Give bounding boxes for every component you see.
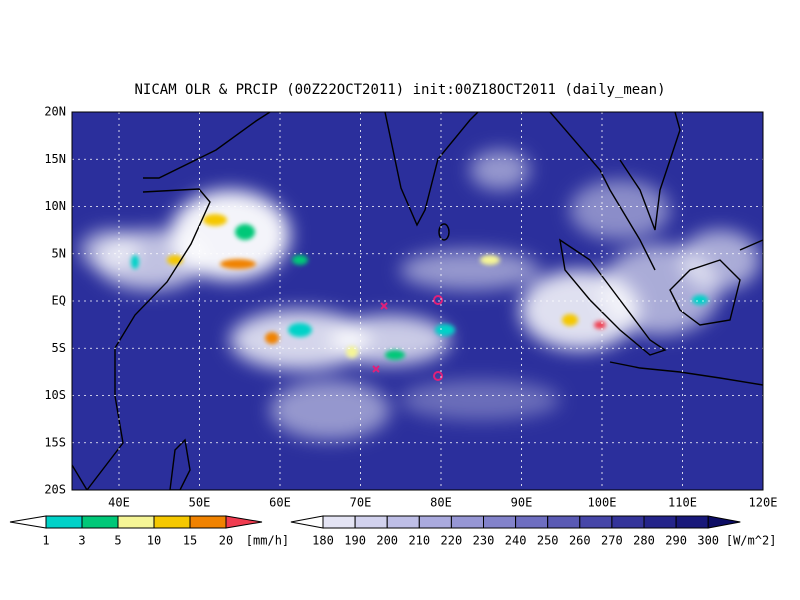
colorbar-left-arrow bbox=[290, 515, 324, 529]
colorbar-box bbox=[81, 515, 119, 529]
lat-label: EQ bbox=[52, 294, 66, 308]
lon-label: 90E bbox=[511, 496, 533, 510]
colorbar-label: 240 bbox=[505, 534, 527, 548]
cloud-field bbox=[80, 150, 760, 440]
colorbar-left-arrow bbox=[9, 515, 47, 529]
colorbar-right-arrow bbox=[225, 515, 263, 529]
colorbar-unit: [mm/h] bbox=[246, 534, 289, 548]
colorbar-label: 250 bbox=[537, 534, 559, 548]
colorbar-label: 230 bbox=[473, 534, 495, 548]
colorbar-label: 190 bbox=[344, 534, 366, 548]
colorbar-label: 1 bbox=[42, 534, 49, 548]
coastlines bbox=[72, 112, 763, 490]
map-title: NICAM OLR & PRCIP (00Z22OCT2011) init:00… bbox=[134, 82, 665, 98]
colorbar-unit: [W/m^2] bbox=[726, 534, 777, 548]
lon-label: 40E bbox=[108, 496, 130, 510]
colorbar-box bbox=[515, 515, 549, 529]
colorbar-box bbox=[322, 515, 356, 529]
lat-label: 20S bbox=[44, 483, 66, 497]
map-frame bbox=[71, 111, 764, 491]
precip-colorbar: 1 3 5 10 15 20 [mm/h] bbox=[9, 515, 289, 548]
colorbar-label: 270 bbox=[601, 534, 623, 548]
colorbar-label: 220 bbox=[441, 534, 463, 548]
colorbar-label: 290 bbox=[665, 534, 687, 548]
map-area bbox=[72, 112, 763, 490]
colorbar-box bbox=[153, 515, 191, 529]
colorbar-box bbox=[483, 515, 517, 529]
lat-label: 5S bbox=[52, 341, 66, 355]
colorbar-box bbox=[675, 515, 709, 529]
axis-labels: 20N 15N 10N 5N EQ 5S 10S 15S 20S 40E 50E 60E 70E 80E 9… bbox=[44, 105, 777, 510]
lon-label: 60E bbox=[269, 496, 291, 510]
colorbar-box bbox=[354, 515, 388, 529]
colorbar-box bbox=[547, 515, 581, 529]
colorbar-label: 200 bbox=[376, 534, 398, 548]
lon-label: 110E bbox=[668, 496, 697, 510]
lat-label: 20N bbox=[44, 105, 66, 119]
precip-cells bbox=[131, 214, 708, 360]
lat-label: 15S bbox=[44, 435, 66, 449]
colorbar-box bbox=[386, 515, 420, 529]
storm-markers bbox=[372, 295, 443, 381]
colorbar-label: 210 bbox=[408, 534, 430, 548]
colorbar-label: 20 bbox=[219, 534, 233, 548]
lon-label: 120E bbox=[749, 496, 778, 510]
lat-label: 10S bbox=[44, 388, 66, 402]
colorbar-right-arrow bbox=[707, 515, 741, 529]
lat-label: 5N bbox=[52, 246, 66, 260]
olr-colorbar: 180 190 200 210 220 230 240 250 260 270 280 290 300 [… bbox=[290, 515, 777, 548]
lon-label: 80E bbox=[430, 496, 452, 510]
lon-label: 50E bbox=[189, 496, 211, 510]
colorbar-box bbox=[450, 515, 484, 529]
colorbar-label: 10 bbox=[147, 534, 161, 548]
colorbars: 1 3 5 10 15 20 [mm/h] 180 190 200 210 220 230 240 250 2… bbox=[9, 515, 777, 548]
colorbar-label: 260 bbox=[569, 534, 591, 548]
colorbar-label: 3 bbox=[78, 534, 85, 548]
colorbar-label: 180 bbox=[312, 534, 334, 548]
colorbar-box bbox=[189, 515, 227, 529]
lon-label: 70E bbox=[350, 496, 372, 510]
lat-label: 10N bbox=[44, 199, 66, 213]
lat-label: 15N bbox=[44, 152, 66, 166]
colorbar-box bbox=[611, 515, 645, 529]
grid bbox=[72, 112, 763, 490]
colorbar-box bbox=[45, 515, 83, 529]
colorbar-label: 5 bbox=[114, 534, 121, 548]
colorbar-box bbox=[643, 515, 677, 529]
lon-label: 100E bbox=[588, 496, 617, 510]
colorbar-label: 15 bbox=[183, 534, 197, 548]
colorbar-box bbox=[418, 515, 452, 529]
colorbar-box bbox=[579, 515, 613, 529]
colorbar-label: 280 bbox=[633, 534, 655, 548]
colorbar-label: 300 bbox=[697, 534, 719, 548]
colorbar-box bbox=[117, 515, 155, 529]
